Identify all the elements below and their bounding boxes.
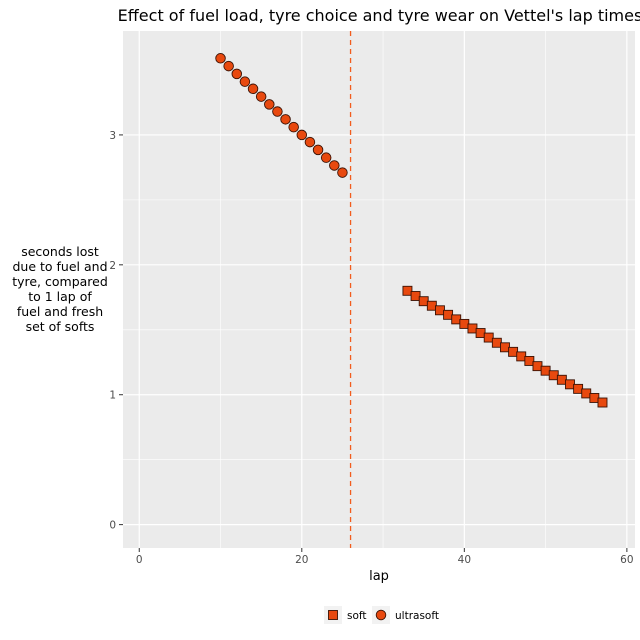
y-axis-title-line: tyre, compared bbox=[12, 274, 108, 289]
data-points bbox=[215, 53, 608, 408]
point-soft bbox=[418, 296, 429, 307]
point-ultrasoft bbox=[288, 121, 299, 133]
point-soft bbox=[540, 365, 551, 376]
point-ultrasoft bbox=[304, 136, 316, 148]
point-soft bbox=[451, 314, 462, 325]
point-ultrasoft bbox=[215, 53, 226, 64]
plot-panel bbox=[123, 31, 635, 548]
y-axis-title-line: fuel and fresh bbox=[16, 304, 104, 319]
point-soft bbox=[524, 355, 535, 366]
y-axis-title-line: due to fuel and bbox=[12, 259, 108, 274]
axes: 0 20 40 60 0 1 2 3 bbox=[109, 130, 633, 566]
point-soft bbox=[410, 291, 421, 301]
legend-label-ultrasoft: ultrasoft bbox=[395, 610, 439, 622]
point-soft bbox=[500, 342, 510, 353]
legend: soft ultrasoft bbox=[324, 606, 439, 624]
point-ultrasoft bbox=[329, 160, 340, 171]
x-tick-label: 40 bbox=[458, 554, 471, 566]
point-ultrasoft bbox=[320, 152, 332, 163]
point-ultrasoft bbox=[247, 83, 259, 95]
point-soft bbox=[467, 323, 478, 334]
point-soft bbox=[435, 305, 445, 316]
point-soft bbox=[443, 309, 454, 320]
x-tick-label: 0 bbox=[136, 554, 143, 566]
point-soft bbox=[581, 388, 592, 399]
y-axis-title: seconds lost due to fuel and tyre, compa… bbox=[0, 244, 120, 334]
point-ultrasoft bbox=[223, 60, 234, 72]
point-soft bbox=[402, 285, 413, 296]
point-ultrasoft bbox=[231, 68, 243, 80]
x-axis-title: lap bbox=[369, 569, 389, 584]
y-axis-title-line: seconds lost bbox=[21, 244, 99, 259]
point-soft bbox=[483, 332, 494, 343]
point-soft bbox=[426, 300, 437, 311]
y-tick-label: 1 bbox=[109, 390, 116, 402]
point-soft bbox=[491, 337, 502, 348]
x-tick-label: 20 bbox=[295, 554, 308, 566]
y-tick-label: 2 bbox=[109, 260, 116, 272]
chart-title: Effect of fuel load, tyre choice and tyr… bbox=[118, 6, 640, 25]
point-ultrasoft bbox=[337, 167, 348, 178]
point-soft bbox=[508, 346, 519, 357]
point-ultrasoft bbox=[280, 114, 291, 125]
point-soft bbox=[532, 361, 543, 372]
point-soft bbox=[459, 318, 470, 329]
x-tick-label: 60 bbox=[620, 554, 633, 566]
point-soft bbox=[573, 383, 584, 394]
y-axis-title-line: set of softs bbox=[25, 319, 95, 334]
y-axis-title-line: to 1 lap of bbox=[28, 289, 92, 304]
point-soft bbox=[597, 397, 608, 408]
grid-lines bbox=[123, 31, 635, 548]
point-soft bbox=[548, 370, 559, 381]
point-soft bbox=[565, 379, 575, 390]
point-soft bbox=[516, 351, 527, 362]
point-soft bbox=[475, 328, 486, 338]
point-ultrasoft bbox=[272, 106, 283, 117]
point-soft bbox=[589, 393, 600, 403]
y-tick-label: 0 bbox=[109, 520, 116, 532]
point-ultrasoft bbox=[239, 76, 251, 87]
legend-key-ultrasoft bbox=[375, 609, 387, 621]
point-ultrasoft bbox=[255, 91, 267, 102]
legend-label-soft: soft bbox=[347, 610, 367, 622]
point-ultrasoft bbox=[264, 99, 275, 110]
legend-key-soft bbox=[328, 610, 338, 620]
y-tick-label: 3 bbox=[109, 130, 116, 142]
point-soft bbox=[556, 374, 567, 385]
point-ultrasoft bbox=[296, 129, 308, 141]
point-ultrasoft bbox=[312, 144, 324, 156]
